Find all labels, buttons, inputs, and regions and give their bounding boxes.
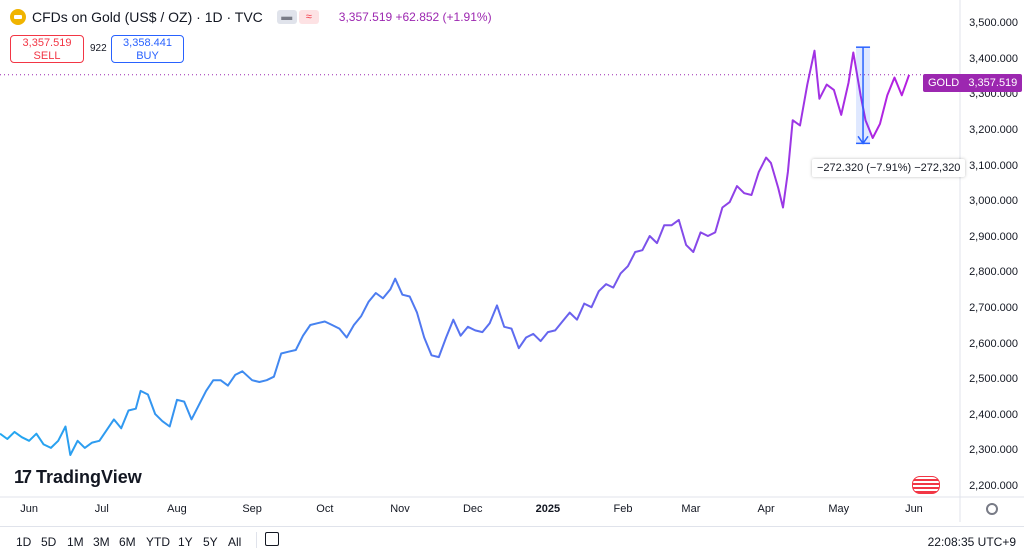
buy-button[interactable]: 3,358.441 BUY bbox=[111, 35, 184, 63]
x-tick-label: Nov bbox=[390, 503, 410, 515]
x-tick-label: May bbox=[828, 503, 850, 515]
x-tick-label: Jul bbox=[94, 503, 109, 515]
symbol-title[interactable]: CFDs on Gold (US$ / OZ) · 1D · TVC bbox=[32, 9, 263, 25]
x-tick-label: Apr bbox=[757, 503, 775, 515]
toolbar-divider bbox=[256, 532, 257, 548]
settings-icon[interactable] bbox=[986, 503, 998, 515]
compare-icon[interactable]: ≈ bbox=[298, 10, 319, 24]
x-tick-label: Mar bbox=[681, 503, 701, 515]
y-tick-label: 2,900.000 bbox=[969, 230, 1018, 243]
price-tag-symbol: GOLD bbox=[928, 77, 960, 89]
y-tick-label: 3,400.000 bbox=[969, 52, 1018, 65]
bottom-toolbar: 1D 5D 1M 3M 6M YTD 1Y 5Y All 22:08:35 UTC+9 bbox=[0, 526, 1024, 555]
buy-label: BUY bbox=[136, 50, 159, 62]
x-tick-label: Feb bbox=[613, 503, 633, 515]
x-tick-label: Aug bbox=[167, 503, 187, 515]
y-tick-label: 3,200.000 bbox=[969, 123, 1018, 136]
timeframe-button[interactable]: 3M bbox=[93, 535, 110, 549]
x-tick-label: 2025 bbox=[535, 503, 561, 515]
sell-label: SELL bbox=[33, 50, 61, 62]
y-tick-label: 2,700.000 bbox=[969, 301, 1018, 314]
buy-price: 3,358.441 bbox=[123, 37, 172, 49]
chart-svg[interactable] bbox=[0, 0, 1024, 522]
timeframe-button[interactable]: 5D bbox=[41, 535, 57, 549]
timeframe-button[interactable]: YTD bbox=[146, 535, 170, 549]
y-tick-label: 2,300.000 bbox=[969, 444, 1018, 457]
x-tick-label: Dec bbox=[462, 503, 483, 515]
price-tag-value: 3,357.519 bbox=[968, 77, 1018, 89]
y-tick-label: 2,800.000 bbox=[969, 266, 1018, 279]
y-tick-label: 2,200.000 bbox=[969, 480, 1018, 493]
timeframe-button[interactable]: 6M bbox=[119, 535, 136, 549]
x-tick-label: Oct bbox=[316, 503, 334, 515]
y-tick-label: 2,600.000 bbox=[969, 337, 1018, 350]
measure-label: −272.320 (−7.91%) −272,320 bbox=[812, 159, 966, 177]
sell-price: 3,357.519 bbox=[22, 37, 72, 49]
x-tick-label: Sep bbox=[242, 503, 262, 515]
measure-arrow-icon bbox=[857, 135, 869, 145]
tradingview-logo-text: TradingView bbox=[36, 467, 142, 487]
gold-coin-icon bbox=[10, 9, 26, 25]
y-tick-label: 3,100.000 bbox=[969, 159, 1018, 172]
symbol-header: CFDs on Gold (US$ / OZ) · 1D · TVC ▬ ≈ 3… bbox=[10, 9, 492, 25]
last-price-tag: GOLD 3,357.519 bbox=[923, 74, 1023, 92]
calendar-range-icon[interactable] bbox=[265, 532, 279, 546]
chart-area[interactable]: CFDs on Gold (US$ / OZ) · 1D · TVC ▬ ≈ 3… bbox=[0, 0, 1024, 522]
timeframe-button[interactable]: All bbox=[228, 535, 242, 549]
clock[interactable]: 22:08:35 UTC+9 bbox=[927, 535, 1016, 549]
price-series-line[interactable] bbox=[0, 49, 911, 456]
timeframe-button[interactable]: 5Y bbox=[203, 535, 218, 549]
spread-value: 922 bbox=[90, 43, 107, 54]
timeframe-button[interactable]: 1M bbox=[67, 535, 84, 549]
y-tick-label: 2,400.000 bbox=[969, 408, 1018, 421]
tradingview-logo[interactable]: 17 TradingView bbox=[14, 467, 142, 488]
y-tick-label: 2,500.000 bbox=[969, 373, 1018, 386]
visibility-toggle-icon[interactable]: ▬ bbox=[276, 10, 297, 24]
header-price: 3,357.519 +62.852 (+1.91%) bbox=[338, 10, 492, 24]
x-tick-label: Jun bbox=[905, 503, 923, 515]
x-tick-label: Jun bbox=[20, 503, 38, 515]
timeframe-button[interactable]: 1Y bbox=[178, 535, 193, 549]
us-flag-icon[interactable] bbox=[912, 476, 940, 494]
y-tick-label: 3,500.000 bbox=[969, 17, 1018, 30]
tradingview-mark-icon: 17 bbox=[14, 467, 32, 487]
y-tick-label: 3,000.000 bbox=[969, 195, 1018, 208]
sell-button[interactable]: 3,357.519 SELL bbox=[10, 35, 84, 63]
timeframe-button[interactable]: 1D bbox=[16, 535, 32, 549]
